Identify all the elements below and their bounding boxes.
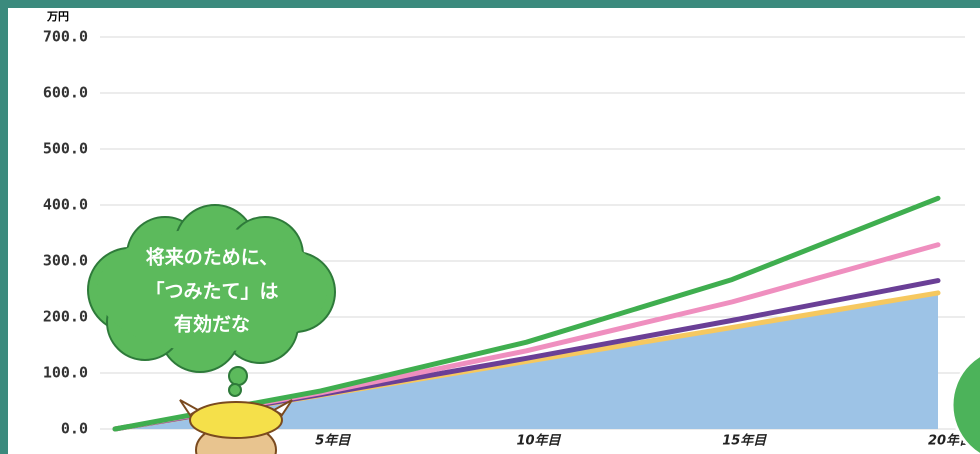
- x-tick-label: 10年目: [516, 433, 561, 449]
- x-tick-label: 5年目: [315, 433, 351, 449]
- y-tick-label: 100.0: [43, 364, 88, 382]
- y-unit: 万円: [46, 10, 69, 23]
- y-tick-label: 200.0: [43, 308, 88, 326]
- annotation-line: 「つみたて」は: [145, 280, 278, 303]
- y-tick-label: 700.0: [43, 28, 88, 46]
- annotation-line: 有効だな: [174, 313, 250, 336]
- y-tick-label: 600.0: [43, 84, 88, 102]
- chart: 万円 0.0 100.0 200.0 300.0 400.0 500.0 600.0 700.…: [0, 0, 980, 454]
- y-tick-label: 300.0: [43, 252, 88, 270]
- x-tick-label: 15年目: [722, 433, 767, 449]
- annotation-line: 将来のために、: [146, 246, 278, 269]
- y-tick-label: 500.0: [43, 140, 88, 158]
- y-tick-label: 400.0: [43, 196, 88, 214]
- y-tick-label: 0.0: [61, 420, 88, 438]
